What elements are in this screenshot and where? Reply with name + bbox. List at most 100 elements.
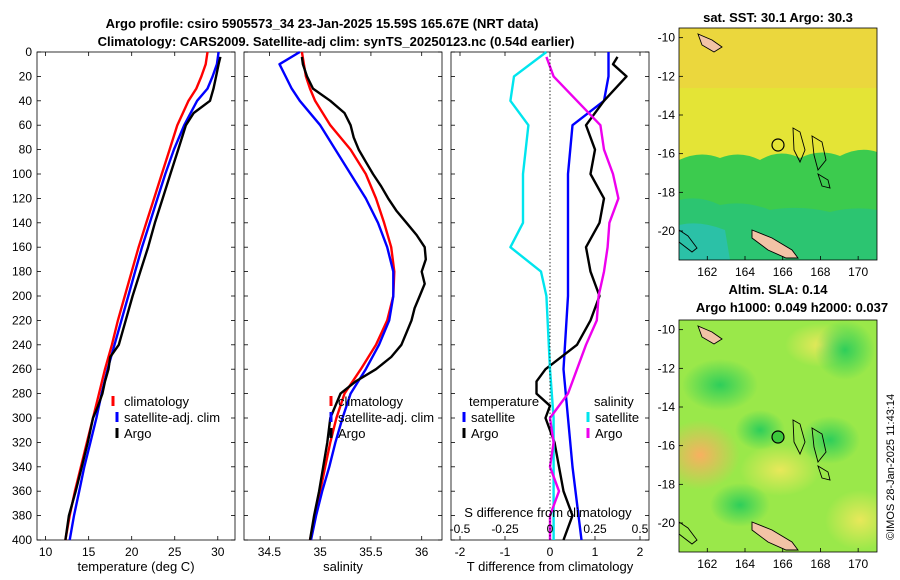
y-tick-label: -12	[658, 361, 676, 375]
x-tick-label: 170	[848, 265, 868, 279]
coastline-icon	[679, 229, 698, 253]
temperature-xlabel: temperature (deg C)	[77, 559, 194, 574]
land-icon	[697, 325, 723, 345]
x-tick-label: 166	[773, 265, 793, 279]
x-tick-label: 35.5	[359, 545, 383, 559]
y-tick-label: 220	[12, 313, 32, 327]
legend-title-temperature: temperature	[469, 394, 539, 409]
x-tick-label: 35	[313, 545, 327, 559]
legend-label-climatology: climatology	[338, 394, 404, 409]
land-icon	[697, 33, 723, 53]
x-tick-label: 168	[810, 557, 830, 571]
coastline-icon	[817, 172, 831, 189]
sla-map-frame	[678, 319, 878, 553]
x-tick-label: -1	[500, 545, 511, 559]
difference-legend: temperature satellite Argo salinity sate…	[462, 394, 639, 441]
series-line-temperature-satellite	[562, 52, 610, 541]
land-icon	[751, 521, 799, 551]
y-tick-label: 160	[12, 240, 32, 254]
y-tick-label: 340	[12, 460, 32, 474]
temperature-axes	[36, 51, 236, 541]
sst-map-title: sat. SST: 30.1 Argo: 30.3	[703, 10, 853, 25]
x-tick-label: 25	[168, 545, 182, 559]
legend-title-salinity: salinity	[594, 394, 634, 409]
sst-coolest-region	[679, 223, 730, 260]
timestamp: ©IMOS 28-Jan-2025 11:43:14	[885, 394, 897, 540]
title-line-2: Climatology: CARS2009. Satellite-adj cli…	[98, 34, 575, 49]
title-line-1: Argo profile: csiro 5905573_34 23-Jan-20…	[106, 16, 539, 31]
x-tick-label: 1	[592, 545, 599, 559]
y-tick-label: -10	[658, 323, 676, 337]
x-tick-label: 10	[39, 545, 53, 559]
y-tick-label: 0	[25, 45, 32, 59]
sla-low-anomaly	[815, 320, 875, 380]
series-line-satellite-adj-clim	[68, 51, 220, 541]
legend-label-temp-argo: Argo	[471, 426, 498, 441]
sla-low-anomaly	[710, 483, 770, 527]
s-difference-tick-label: 0.5	[632, 522, 649, 536]
sst-map	[679, 28, 877, 260]
y-tick-label: 140	[12, 216, 32, 230]
sla-high-anomaly	[740, 444, 820, 496]
salinity-difference-top-label: S difference from climatology	[464, 505, 632, 520]
legend-label-argo: Argo	[124, 426, 151, 441]
s-difference-tick-label: 0	[547, 522, 554, 536]
coastline-icon	[792, 127, 806, 164]
series-line-salinity-argo	[545, 56, 620, 540]
series-line-temperature-argo	[535, 56, 628, 541]
salinity-xlabel: salinity	[323, 559, 363, 574]
y-tick-label: -12	[658, 69, 676, 83]
y-tick-label: -18	[658, 477, 676, 491]
x-tick-label: 0	[547, 545, 554, 559]
sla-map-title-2: Argo h1000: 0.049 h2000: 0.037	[696, 300, 888, 315]
x-tick-label: 20	[125, 545, 139, 559]
series-line-salinity-satellite	[509, 51, 555, 540]
x-tick-label: 170	[848, 557, 868, 571]
difference-xlabel: T difference from climatology	[467, 559, 634, 574]
coastline-icon	[817, 464, 831, 481]
y-tick-label: -20	[658, 224, 676, 238]
s-difference-tick-label: -0.5	[450, 522, 471, 536]
sla-low-anomaly	[682, 359, 758, 411]
sla-high-anomaly	[679, 420, 740, 490]
y-tick-label: 100	[12, 167, 32, 181]
land-icon	[751, 229, 799, 259]
x-tick-label: 36	[415, 545, 429, 559]
temperature-legend: climatology satellite-adj. clim Argo	[111, 394, 220, 441]
coastline-icon	[811, 427, 827, 463]
legend-label-sal-argo: Argo	[595, 426, 622, 441]
y-tick-label: -10	[658, 31, 676, 45]
sla-map-title-1: Altim. SLA: 0.14	[729, 282, 829, 297]
y-tick-label: 60	[19, 118, 33, 132]
series-line-argo	[64, 56, 222, 541]
y-tick-label: 40	[19, 94, 33, 108]
x-tick-label: 162	[697, 557, 717, 571]
x-tick-label: 34.5	[258, 545, 282, 559]
legend-label-satellite: satellite-adj. clim	[338, 410, 434, 425]
coastline-icon	[811, 135, 827, 171]
y-tick-label: 260	[12, 362, 32, 376]
series-line-argo	[300, 56, 427, 541]
legend-label-sal-satellite: satellite	[595, 410, 639, 425]
legend-label-satellite: satellite-adj. clim	[124, 410, 220, 425]
y-tick-label: 280	[12, 387, 32, 401]
y-tick-label: 300	[12, 411, 32, 425]
x-tick-label: -2	[455, 545, 466, 559]
series-line-satellite-adj-clim	[278, 50, 395, 541]
x-tick-label: 162	[697, 265, 717, 279]
y-tick-label: 360	[12, 484, 32, 498]
y-tick-label: -20	[658, 516, 676, 530]
y-tick-label: -16	[658, 439, 676, 453]
salinity-legend: climatology satellite-adj. clim Argo	[329, 394, 434, 441]
argo-location-marker	[771, 430, 785, 444]
x-tick-label: 168	[810, 265, 830, 279]
sla-high-anomaly	[825, 490, 877, 550]
x-tick-label: 166	[773, 557, 793, 571]
y-tick-label: 180	[12, 265, 32, 279]
x-tick-label: 164	[735, 557, 755, 571]
s-difference-tick-label: -0.25	[491, 522, 519, 536]
sst-warm-band	[679, 28, 877, 88]
y-tick-label: 400	[12, 533, 32, 547]
s-difference-tick-label: 0.25	[583, 522, 607, 536]
